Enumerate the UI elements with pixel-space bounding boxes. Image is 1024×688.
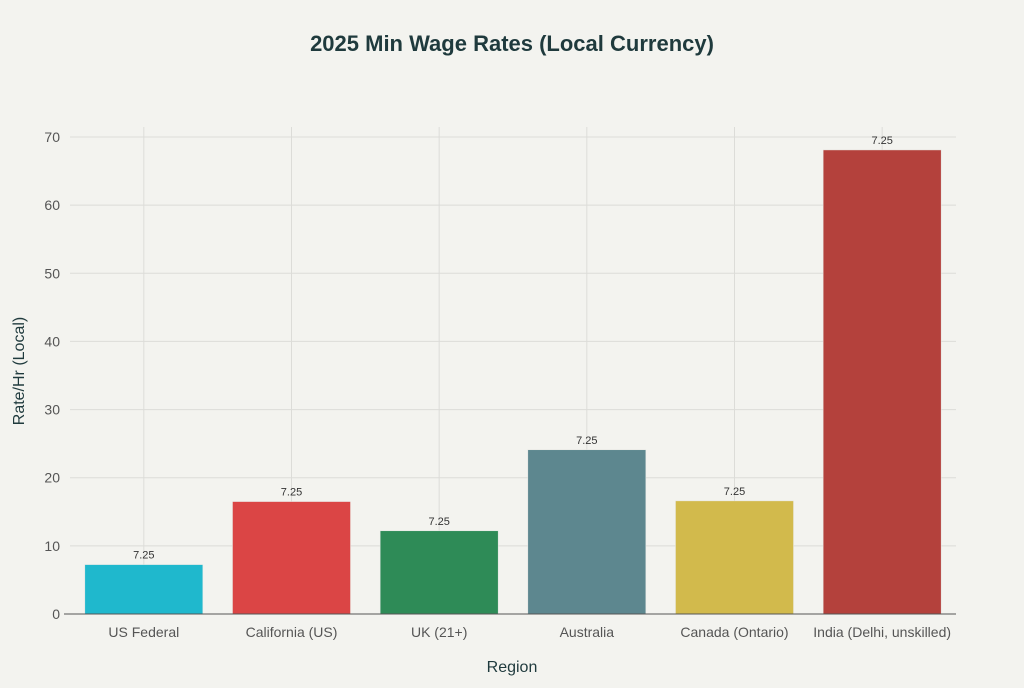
x-tick-label: US Federal: [108, 624, 179, 640]
y-tick-label: 70: [44, 129, 60, 145]
chart-title: 2025 Min Wage Rates (Local Currency): [310, 31, 714, 56]
data-label: 7.25: [428, 516, 449, 528]
x-axis-label: Region: [487, 659, 538, 676]
x-tick-label: UK (21+): [411, 624, 467, 640]
x-tick-label: California (US): [246, 624, 338, 640]
x-tick-label: Australia: [560, 624, 615, 640]
bar: [527, 449, 647, 615]
x-tick-label: Canada (Ontario): [680, 624, 788, 640]
data-labels: 7.25 7.25 7.25 7.25 7.25 7.25: [133, 135, 893, 562]
data-label: 7.25: [133, 550, 154, 562]
y-tick-label: 0: [52, 606, 60, 622]
bar: [232, 501, 351, 615]
y-tick-label: 40: [44, 333, 60, 349]
y-axis-label: Rate/Hr (Local): [11, 317, 28, 425]
bar: [822, 149, 942, 615]
y-tick-label: 10: [44, 538, 60, 554]
bar: [84, 564, 204, 615]
bar: [379, 530, 499, 615]
x-axis-ticks: US Federal California (US) UK (21+) Austral…: [108, 624, 951, 640]
data-label: 7.25: [871, 135, 892, 147]
x-tick-label: India (Delhi, unskilled): [813, 624, 951, 640]
bar: [675, 500, 794, 615]
data-label: 7.25: [724, 486, 745, 498]
y-tick-label: 50: [44, 265, 60, 281]
data-label: 7.25: [576, 435, 597, 447]
bars: [84, 149, 942, 615]
y-tick-label: 60: [44, 197, 60, 213]
y-axis-ticks: 0 10 20 30 40 50 60 70: [44, 129, 60, 622]
data-label: 7.25: [281, 487, 302, 499]
y-tick-label: 20: [44, 470, 60, 486]
y-tick-label: 30: [44, 402, 60, 418]
